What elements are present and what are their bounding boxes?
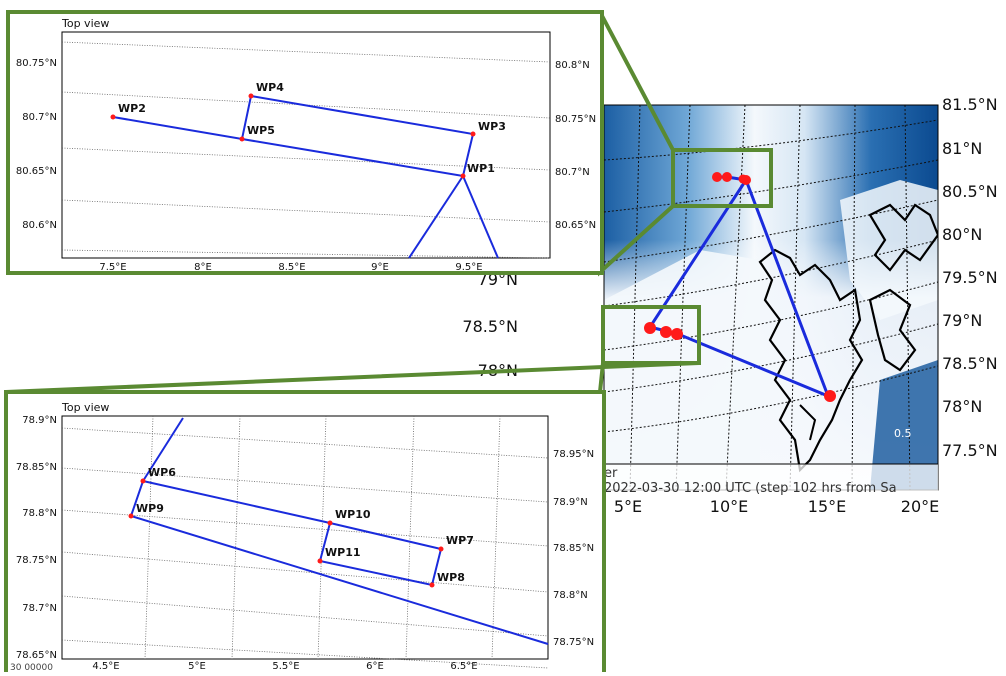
inset-lat-labels-right: 80.8°N 80.75°N 80.7°N 80.65°N — [555, 60, 596, 231]
waypoint-label: WP3 — [478, 120, 506, 133]
svalbard-coastline — [758, 203, 938, 473]
waypoint-label: WP9 — [136, 502, 164, 515]
lon-label: 20°E — [901, 497, 939, 516]
waypoint-label: WP8 — [437, 571, 465, 584]
lat-label: 78.5°N — [462, 317, 518, 336]
top-view-inset: Top view WP1 WP2 WP3 WP4 WP5 — [6, 10, 604, 275]
lat-label: 77.5°N — [942, 441, 998, 460]
lat-label: 80.75°N — [16, 58, 57, 69]
lat-label: 80.65°N — [555, 220, 596, 231]
lat-label: 78°N — [942, 397, 982, 416]
waypoint-label: WP7 — [446, 534, 474, 547]
map-caption-partial: er — [604, 466, 618, 481]
lat-label: 80.8°N — [555, 60, 590, 71]
lon-label: 9.5°E — [455, 262, 482, 273]
inset-route — [129, 417, 549, 645]
inset-lat-labels-left: 78.9°N 78.85°N 78.8°N 78.75°N 78.7°N 78.… — [16, 415, 57, 661]
lat-label: 80°N — [942, 225, 982, 244]
lat-label: 78.5°N — [942, 354, 998, 373]
contour-label: 0.5 — [894, 427, 912, 440]
lat-label: 78.9°N — [553, 497, 588, 508]
lat-label: 78.75°N — [553, 637, 594, 648]
bottom-inset-connector — [5, 361, 700, 394]
lat-label: 80.65°N — [16, 166, 57, 177]
waypoint-label: WP6 — [148, 466, 176, 479]
inset-route — [112, 94, 499, 259]
inset-waypoint-labels: WP1 WP2 WP3 WP4 WP5 — [118, 81, 506, 175]
inset-lat-labels-right: 78.95°N 78.9°N 78.85°N 78.8°N 78.75°N — [553, 449, 594, 648]
map-valid-time-caption: 2022-03-30 12:00 UTC (step 102 hrs from … — [604, 481, 897, 496]
lat-label: 80.7°N — [555, 167, 590, 178]
lon-label: 9°E — [371, 262, 389, 273]
waypoint-label: WP10 — [335, 508, 371, 521]
main-map-graticule — [604, 105, 938, 490]
lon-label: 15°E — [808, 497, 846, 516]
main-waypoints — [644, 172, 836, 402]
lat-label: 78.75°N — [16, 555, 57, 566]
inset-title: Top view — [61, 401, 109, 414]
lat-label: 78.95°N — [553, 449, 594, 460]
inset-lat-labels-left: 80.75°N 80.7°N 80.65°N 80.6°N — [16, 58, 57, 231]
lat-label: 78.8°N — [22, 508, 57, 519]
lat-label: 81°N — [942, 139, 982, 158]
waypoint-label: WP11 — [325, 546, 361, 559]
inset-title: Top view — [61, 17, 109, 30]
lon-label: 6.5°E — [450, 661, 477, 672]
lat-label: 79.5°N — [942, 268, 998, 287]
lat-label: 78.65°N — [16, 650, 57, 661]
waypoint-label: WP4 — [256, 81, 284, 94]
inset-axes — [61, 31, 551, 259]
lat-label: 78.85°N — [553, 543, 594, 554]
waypoint-label: WP2 — [118, 102, 146, 115]
waypoint-label: WP5 — [247, 124, 275, 137]
lon-label: 6°E — [366, 661, 384, 672]
ice-edge-southeast — [870, 360, 938, 490]
lon-label: 7.5°E — [99, 262, 126, 273]
main-lat-labels-left: 79°N 78.5°N 78°N — [462, 270, 518, 380]
inset-waypoint-labels: WP6 WP7 WP8 WP9 WP10 WP11 — [136, 466, 474, 584]
inset-waypoint-markers — [110, 93, 476, 179]
main-lat-labels-right: 81.5°N 81°N 80.5°N 80°N 79.5°N 79°N 78.5… — [942, 95, 998, 460]
inset-corner-text: 30 00000 — [10, 663, 53, 672]
inset-graticule — [61, 415, 549, 669]
lat-label: 80.6°N — [22, 220, 57, 231]
lat-label: 80.5°N — [942, 182, 998, 201]
inset-waypoint-markers — [128, 478, 444, 588]
main-lon-labels: 5°E 10°E 15°E 20°E — [614, 497, 939, 516]
lat-label: 79°N — [942, 311, 982, 330]
lon-label: 5°E — [188, 661, 206, 672]
lon-label: 5°E — [614, 497, 642, 516]
lat-label: 78.7°N — [22, 603, 57, 614]
lat-label: 78.9°N — [22, 415, 57, 426]
lon-label: 8°E — [194, 262, 212, 273]
lon-label: 10°E — [710, 497, 748, 516]
lat-label: 81.5°N — [942, 95, 998, 114]
lat-label: 80.7°N — [22, 112, 57, 123]
lon-label: 8.5°E — [278, 262, 305, 273]
inset-lon-labels: 7.5°E 8°E 8.5°E 9°E 9.5°E — [99, 262, 482, 273]
waypoint-label: WP1 — [467, 162, 495, 175]
lat-label: 78.85°N — [16, 462, 57, 473]
lat-label: 80.75°N — [555, 114, 596, 125]
inset-lon-labels: 4.5°E 5°E 5.5°E 6°E 6.5°E — [92, 661, 477, 672]
bottom-view-inset: Top view WP6 WP — [4, 390, 606, 676]
lon-label: 5.5°E — [272, 661, 299, 672]
main-map: 0.5 er 2022-03-30 12:00 UTC (step 102 hr… — [462, 95, 997, 516]
lat-label: 78.8°N — [553, 590, 588, 601]
lon-label: 4.5°E — [92, 661, 119, 672]
